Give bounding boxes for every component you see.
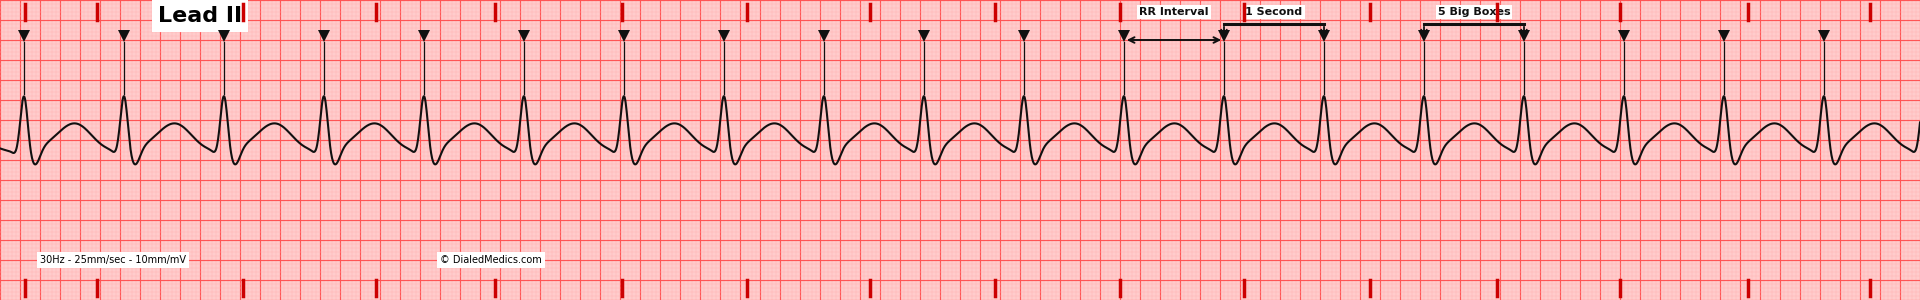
Text: 5 Big Boxes: 5 Big Boxes [1438, 7, 1511, 17]
Text: Lead II: Lead II [157, 6, 242, 26]
Text: 1 Second: 1 Second [1246, 7, 1302, 17]
Text: RR Interval: RR Interval [1139, 7, 1210, 17]
Text: 30Hz - 25mm/sec - 10mm/mV: 30Hz - 25mm/sec - 10mm/mV [40, 255, 186, 265]
Text: © DialedMedics.com: © DialedMedics.com [440, 255, 541, 265]
